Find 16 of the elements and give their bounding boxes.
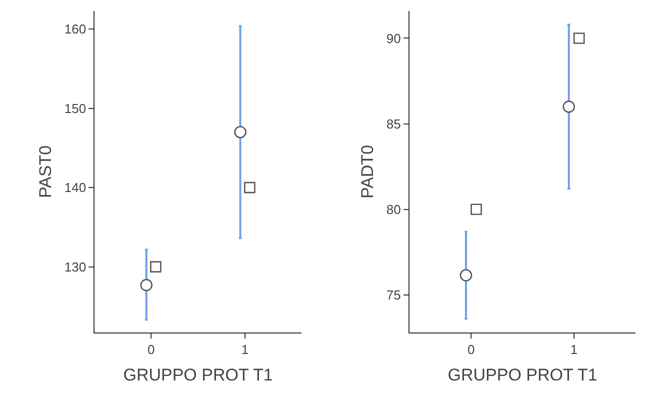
y-tick-label: 80 [386, 202, 401, 217]
y-tick-label: 140 [64, 180, 86, 196]
y-tick-label: 130 [64, 259, 86, 274]
x-tick-label: 1 [241, 342, 249, 358]
y-tick-label: 160 [64, 22, 86, 37]
y-tick-label: 75 [386, 288, 401, 302]
x-tick-label: 0 [468, 342, 475, 358]
x-axis-title: GRUPPO PROT T1 [123, 366, 273, 385]
y-tick-label: 85 [386, 116, 401, 132]
x-tick-label: 1 [570, 342, 578, 358]
y-axis-title: PAST0 [36, 145, 55, 198]
x-axis-title: GRUPPO PROT T1 [448, 366, 598, 385]
y-tick-label: 150 [64, 100, 86, 116]
x-tick-label: 0 [147, 342, 155, 358]
y-axis-title: PADT0 [358, 144, 377, 198]
y-tick-label: 90 [386, 30, 401, 46]
